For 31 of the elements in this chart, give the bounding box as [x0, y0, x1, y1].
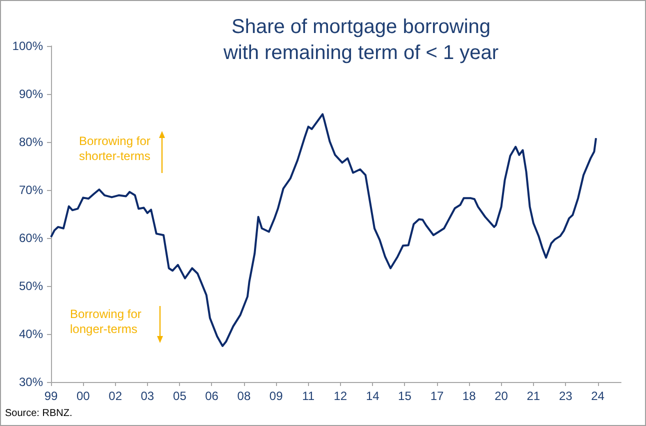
x-tick-label: 09: [269, 389, 284, 403]
y-tick-label: 30%: [18, 375, 44, 389]
x-tick-label: 02: [108, 389, 122, 403]
x-tick-label: 99: [44, 389, 58, 403]
x-tick-label: 05: [173, 389, 187, 403]
y-tick-label: 70%: [18, 183, 44, 197]
x-tick-label: 17: [430, 389, 444, 403]
x-tick-label: 24: [591, 389, 605, 403]
x-tick-label: 21: [526, 389, 540, 403]
x-tick-label: 20: [494, 389, 508, 403]
y-tick-label: 50%: [18, 279, 44, 293]
source-note: Source: RBNZ.: [5, 408, 72, 419]
x-tick-label: 06: [205, 389, 219, 403]
x-tick-label: 15: [398, 389, 412, 403]
x-tick-label: 03: [140, 389, 154, 403]
chart-title: Share of mortgage borrowing with remaining term of < 1 year: [222, 16, 499, 64]
y-tick-label: 100%: [12, 39, 44, 53]
x-tick-label: 11: [302, 389, 315, 403]
x-tick-label: 14: [366, 389, 380, 403]
y-tick-label: 40%: [18, 327, 44, 341]
y-tick-label: 60%: [18, 231, 44, 245]
x-tick-label: 18: [462, 389, 476, 403]
annotation: Borrowing for longer-terms: [70, 307, 142, 337]
x-tick-label: 23: [558, 389, 573, 403]
y-tick-label: 90%: [18, 87, 44, 101]
x-tick-label: 08: [237, 389, 251, 403]
line-series: [50, 113, 597, 347]
x-tick-label: 00: [76, 389, 90, 403]
annotation: Borrowing for shorter-terms: [79, 134, 152, 164]
x-tick-label: 12: [334, 389, 348, 403]
y-tick-label: 80%: [18, 135, 44, 149]
